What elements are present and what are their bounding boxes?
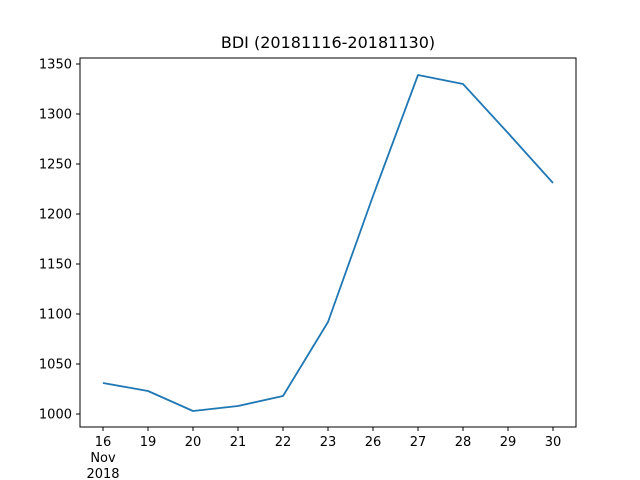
y-axis: 1000 1050 1100 1150 1200 1250 1300 1350	[39, 58, 80, 423]
x-tick-label: 27	[410, 435, 427, 450]
y-tick-label: 1150	[39, 258, 72, 273]
x-tick-label: 21	[230, 435, 247, 450]
y-tick-label: 1300	[39, 108, 72, 123]
x-year-label: 2018	[86, 467, 119, 480]
x-tick-label: 26	[365, 435, 382, 450]
x-tick-label: 23	[320, 435, 337, 450]
y-tick-label: 1050	[39, 358, 72, 373]
x-tick-label: 28	[455, 435, 472, 450]
y-tick-label: 1200	[39, 208, 72, 223]
x-tick-label: 22	[275, 435, 292, 450]
plot-area	[102, 74, 554, 412]
series-line-bdi	[102, 74, 554, 412]
y-tick-label: 1350	[39, 58, 72, 73]
axes-frame	[79, 57, 577, 428]
x-tick-label: 16	[95, 435, 112, 450]
x-month-label: Nov	[90, 451, 116, 466]
y-tick-label: 1000	[39, 408, 72, 423]
x-tick-label: 30	[545, 435, 562, 450]
x-tick-label: 20	[185, 435, 202, 450]
chart-title: BDI (20181116-20181130)	[221, 33, 435, 52]
y-tick-label: 1100	[39, 308, 72, 323]
y-tick-label: 1250	[39, 158, 72, 173]
x-tick-label: 19	[140, 435, 157, 450]
x-tick-label: 29	[500, 435, 517, 450]
